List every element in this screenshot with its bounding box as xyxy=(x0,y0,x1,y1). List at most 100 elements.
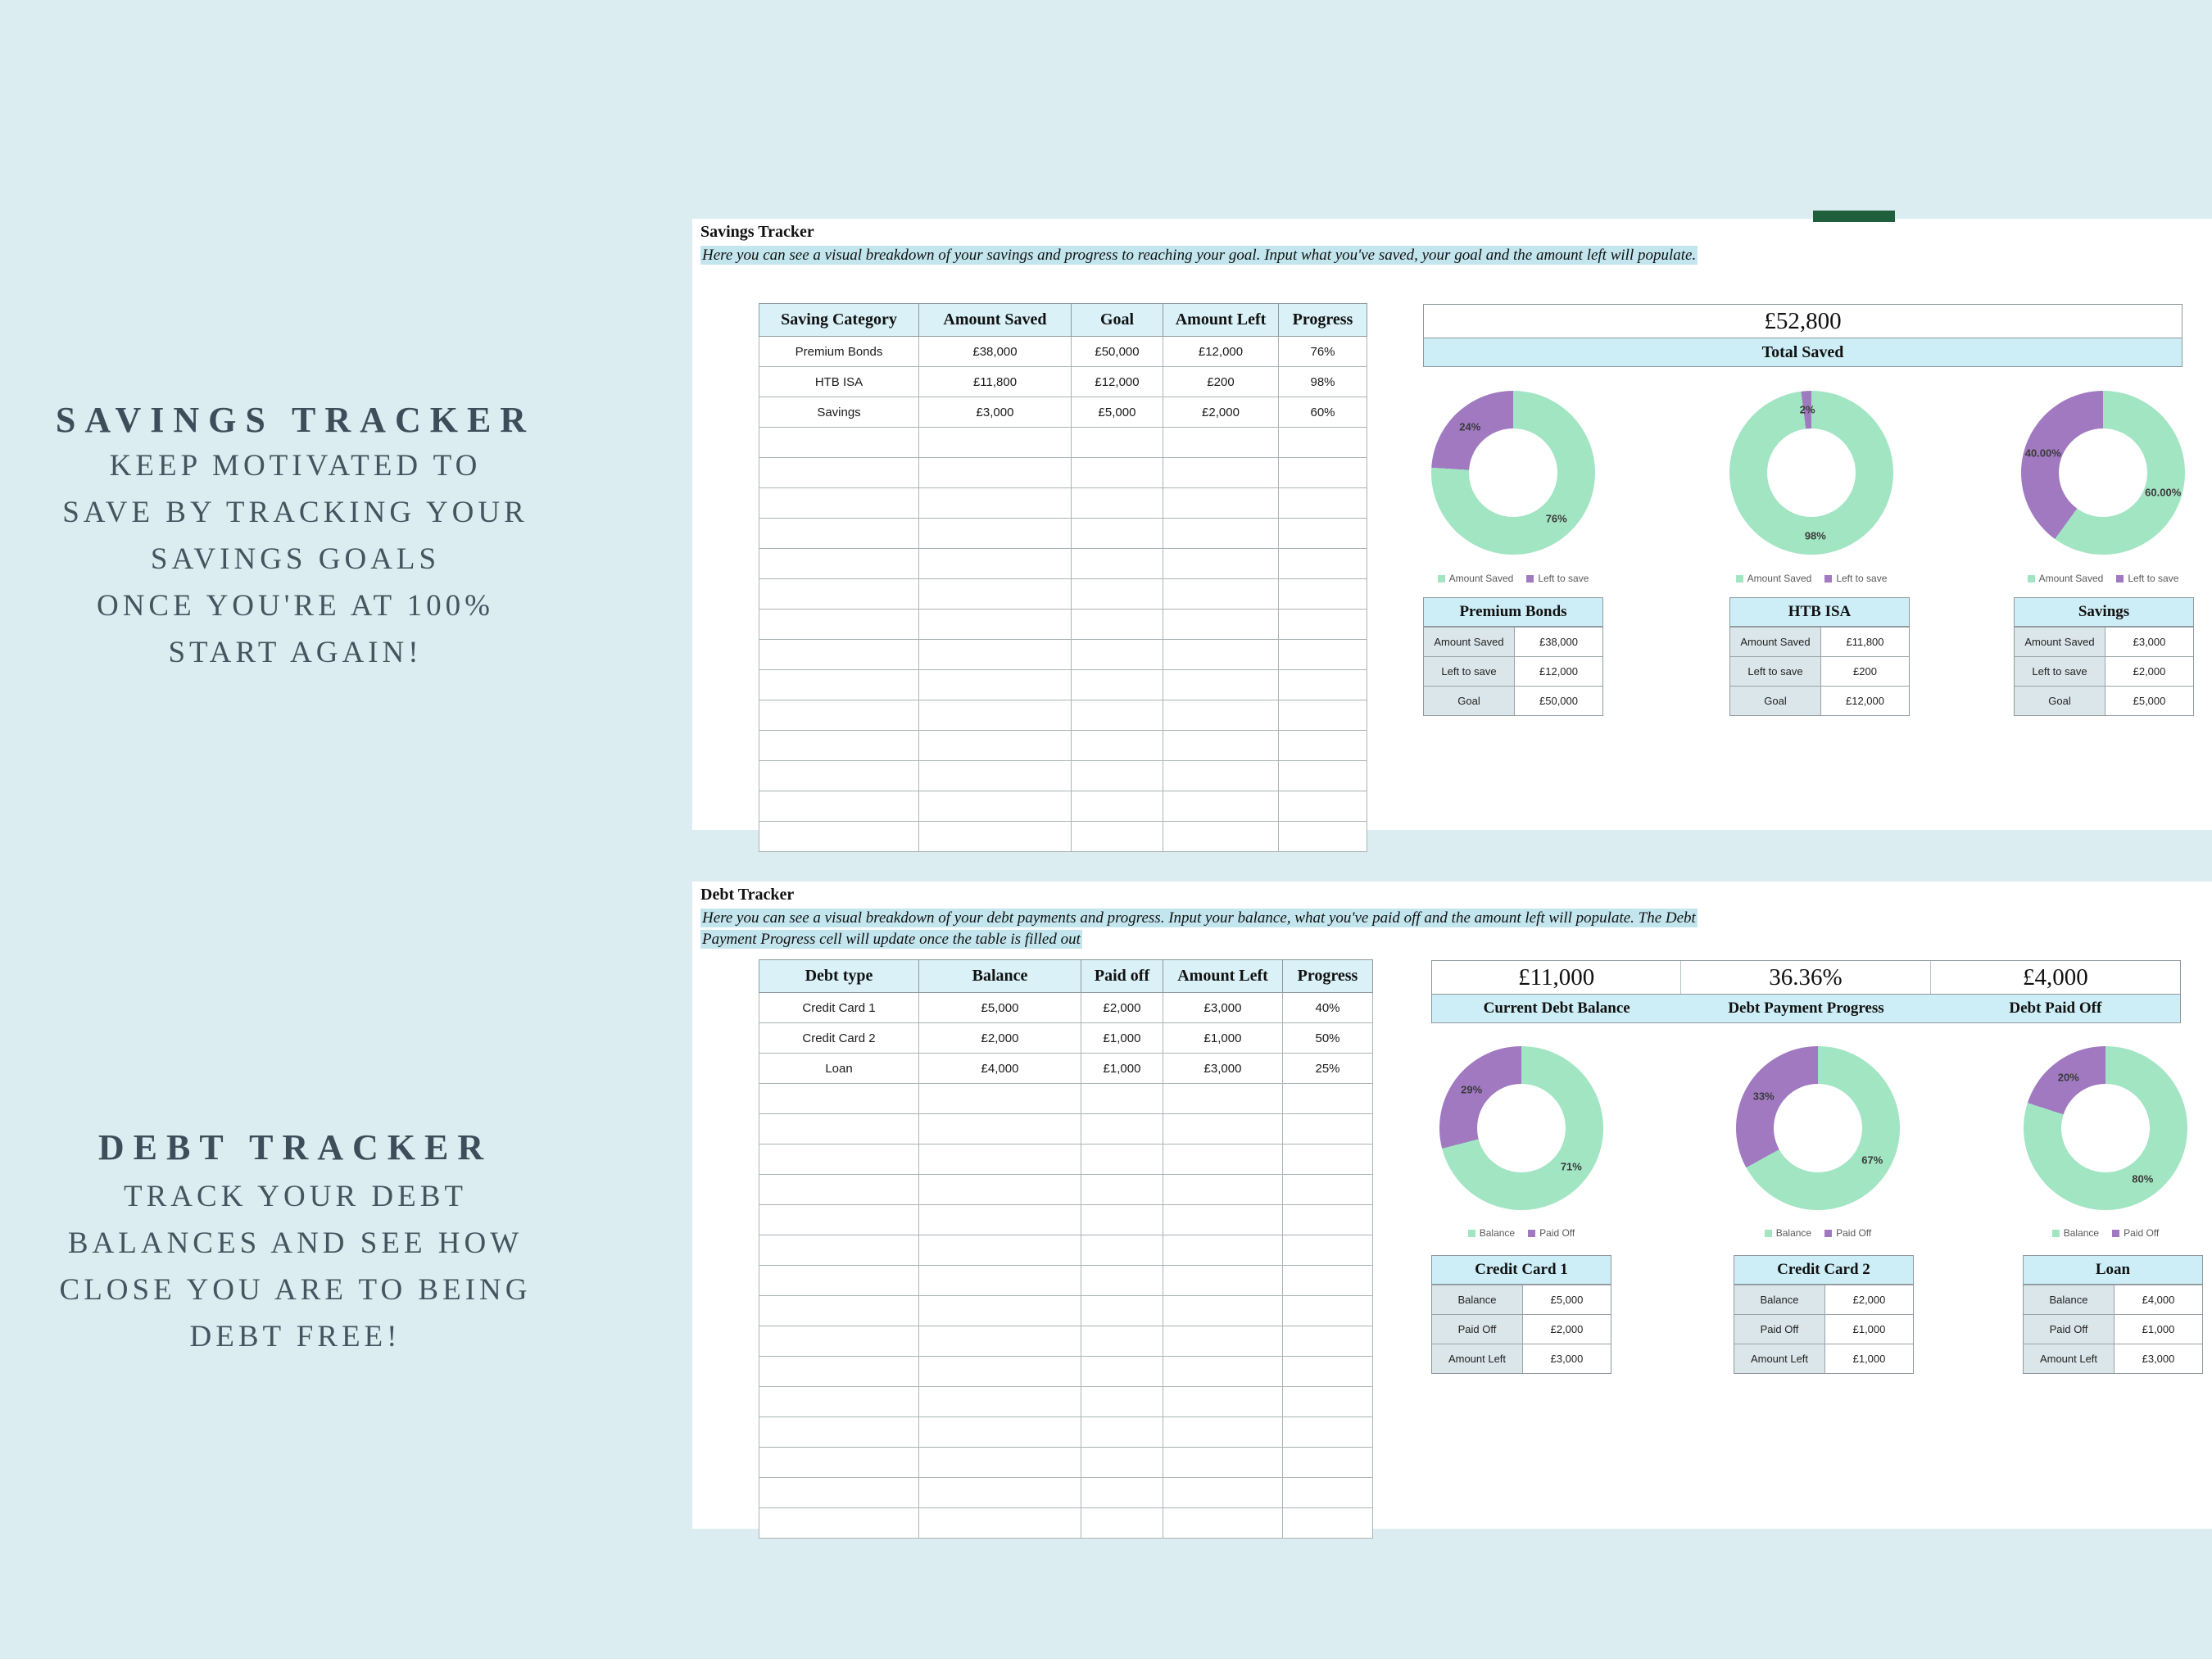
data-label: 20% xyxy=(2057,1071,2079,1084)
debt-paid-off-label: Debt Paid Off xyxy=(2009,999,2102,1017)
empty-cell xyxy=(1163,1477,1283,1508)
empty-cell xyxy=(918,821,1072,852)
mini-table-row: Left to save £200 xyxy=(1730,656,1909,686)
savings-section-tagline: KEEP MOTIVATED TO SAVE BY TRACKING YOUR … xyxy=(62,449,528,669)
savings-table: Saving Category Amount Saved Goal Amount Le… xyxy=(759,303,1367,852)
table-row: Credit Card 2 £2,000 £1,000 £1,000 50% xyxy=(759,1022,1373,1054)
empty-cell xyxy=(918,1204,1081,1235)
table-cell: Credit Card 1 xyxy=(759,992,919,1023)
empty-cell xyxy=(759,730,919,761)
legend-item: Left to save xyxy=(1526,573,1589,584)
empty-cell xyxy=(759,669,919,700)
empty-cell xyxy=(1278,427,1367,458)
empty-cell xyxy=(1163,1144,1283,1175)
legend-item: Paid Off xyxy=(1528,1227,1575,1239)
empty-cell xyxy=(1071,791,1163,822)
mini-table-label: Paid Off xyxy=(1432,1315,1523,1344)
empty-cell xyxy=(1278,609,1367,640)
table-cell: 98% xyxy=(1278,366,1367,397)
empty-cell xyxy=(1071,518,1163,549)
empty-cell xyxy=(759,457,919,488)
empty-cell xyxy=(1282,1326,1373,1357)
data-label: 33% xyxy=(1752,1090,1775,1103)
legend-item: Paid Off xyxy=(1824,1227,1871,1239)
mini-table-loan: Loan Balance £4,000 Paid Off £1,000 Amount Le… xyxy=(2023,1255,2203,1374)
table-cell: £1,000 xyxy=(1163,1022,1283,1054)
total-saved-value: £52,800 xyxy=(1764,307,1842,334)
mini-table-savings: Savings Amount Saved £3,000 Left to save £2,… xyxy=(2014,597,2194,716)
empty-cell xyxy=(1163,760,1279,791)
table-cell: 25% xyxy=(1282,1053,1373,1084)
mini-table-row: Balance £5,000 xyxy=(1432,1285,1611,1314)
empty-cell xyxy=(1081,1416,1163,1448)
empty-table-row xyxy=(759,700,1367,731)
savings-sheet-description: Here you can see a visual breakdown of y… xyxy=(700,245,1725,266)
empty-cell xyxy=(1071,548,1163,579)
chart-legend-credit-card-2: Balance Paid Off xyxy=(1736,1227,1900,1239)
empty-table-row xyxy=(759,578,1367,610)
empty-cell xyxy=(759,700,919,731)
legend-item: Paid Off xyxy=(2112,1227,2159,1239)
column-header: Paid off xyxy=(1081,959,1163,993)
empty-cell xyxy=(1081,1174,1163,1205)
legend-item: Balance xyxy=(2051,1227,2099,1239)
empty-cell xyxy=(1081,1507,1163,1539)
empty-cell xyxy=(918,791,1072,822)
empty-cell xyxy=(1282,1113,1373,1145)
empty-cell xyxy=(1163,700,1279,731)
mini-table-row: Goal £5,000 xyxy=(2015,686,2193,715)
mini-table-value: £2,000 xyxy=(1550,1323,1584,1335)
mini-table-value: £1,000 xyxy=(1852,1323,1886,1335)
empty-cell xyxy=(918,700,1072,731)
empty-cell xyxy=(1163,1386,1283,1417)
mini-table-row: Amount Left £3,000 xyxy=(2024,1344,2202,1373)
empty-table-row xyxy=(759,730,1367,761)
empty-cell xyxy=(759,1386,919,1417)
empty-cell xyxy=(759,1507,919,1539)
empty-cell xyxy=(1163,791,1279,822)
empty-cell xyxy=(1071,700,1163,731)
empty-cell xyxy=(759,1083,919,1114)
empty-cell xyxy=(759,760,919,791)
mini-table-label: Goal xyxy=(1424,687,1515,715)
data-label: 76% xyxy=(1545,512,1567,525)
empty-cell xyxy=(1163,1113,1283,1145)
legend-marker xyxy=(2027,574,2035,582)
empty-cell xyxy=(918,1386,1081,1417)
empty-cell xyxy=(1163,821,1279,852)
empty-table-row xyxy=(759,518,1367,549)
empty-cell xyxy=(1282,1477,1373,1508)
empty-cell xyxy=(1163,427,1279,458)
legend-marker xyxy=(1764,1229,1772,1237)
empty-table-row xyxy=(759,609,1367,640)
mini-table-label: Paid Off xyxy=(1734,1315,1825,1344)
empty-cell xyxy=(1163,639,1279,670)
description-text: Here you can see a visual breakdown of y… xyxy=(700,909,1698,949)
empty-cell xyxy=(759,1295,919,1326)
legend-label: Left to save xyxy=(1836,573,1888,584)
mini-table-row: Goal £50,000 xyxy=(1424,686,1602,715)
empty-cell xyxy=(1081,1113,1163,1145)
column-header: Goal xyxy=(1071,303,1163,337)
table-cell: Credit Card 2 xyxy=(759,1022,919,1054)
empty-cell xyxy=(1163,1326,1283,1357)
empty-cell xyxy=(1282,1265,1373,1296)
legend-marker xyxy=(2051,1229,2060,1237)
legend-item: Balance xyxy=(1764,1227,1811,1239)
empty-cell xyxy=(918,1235,1081,1266)
table-cell: £5,000 xyxy=(1071,397,1163,428)
empty-cell xyxy=(759,1356,919,1387)
empty-table-row xyxy=(759,821,1367,852)
table-cell: £1,000 xyxy=(1081,1053,1163,1084)
empty-table-row xyxy=(759,1265,1373,1296)
empty-table-row xyxy=(759,1356,1373,1387)
empty-cell xyxy=(1282,1083,1373,1114)
empty-cell xyxy=(759,548,919,579)
empty-cell xyxy=(1163,1447,1283,1478)
empty-cell xyxy=(1163,1083,1283,1114)
empty-cell xyxy=(1163,1174,1283,1205)
empty-cell xyxy=(1278,457,1367,488)
table-cell: £1,000 xyxy=(1081,1022,1163,1054)
table-cell: £12,000 xyxy=(1071,366,1163,397)
